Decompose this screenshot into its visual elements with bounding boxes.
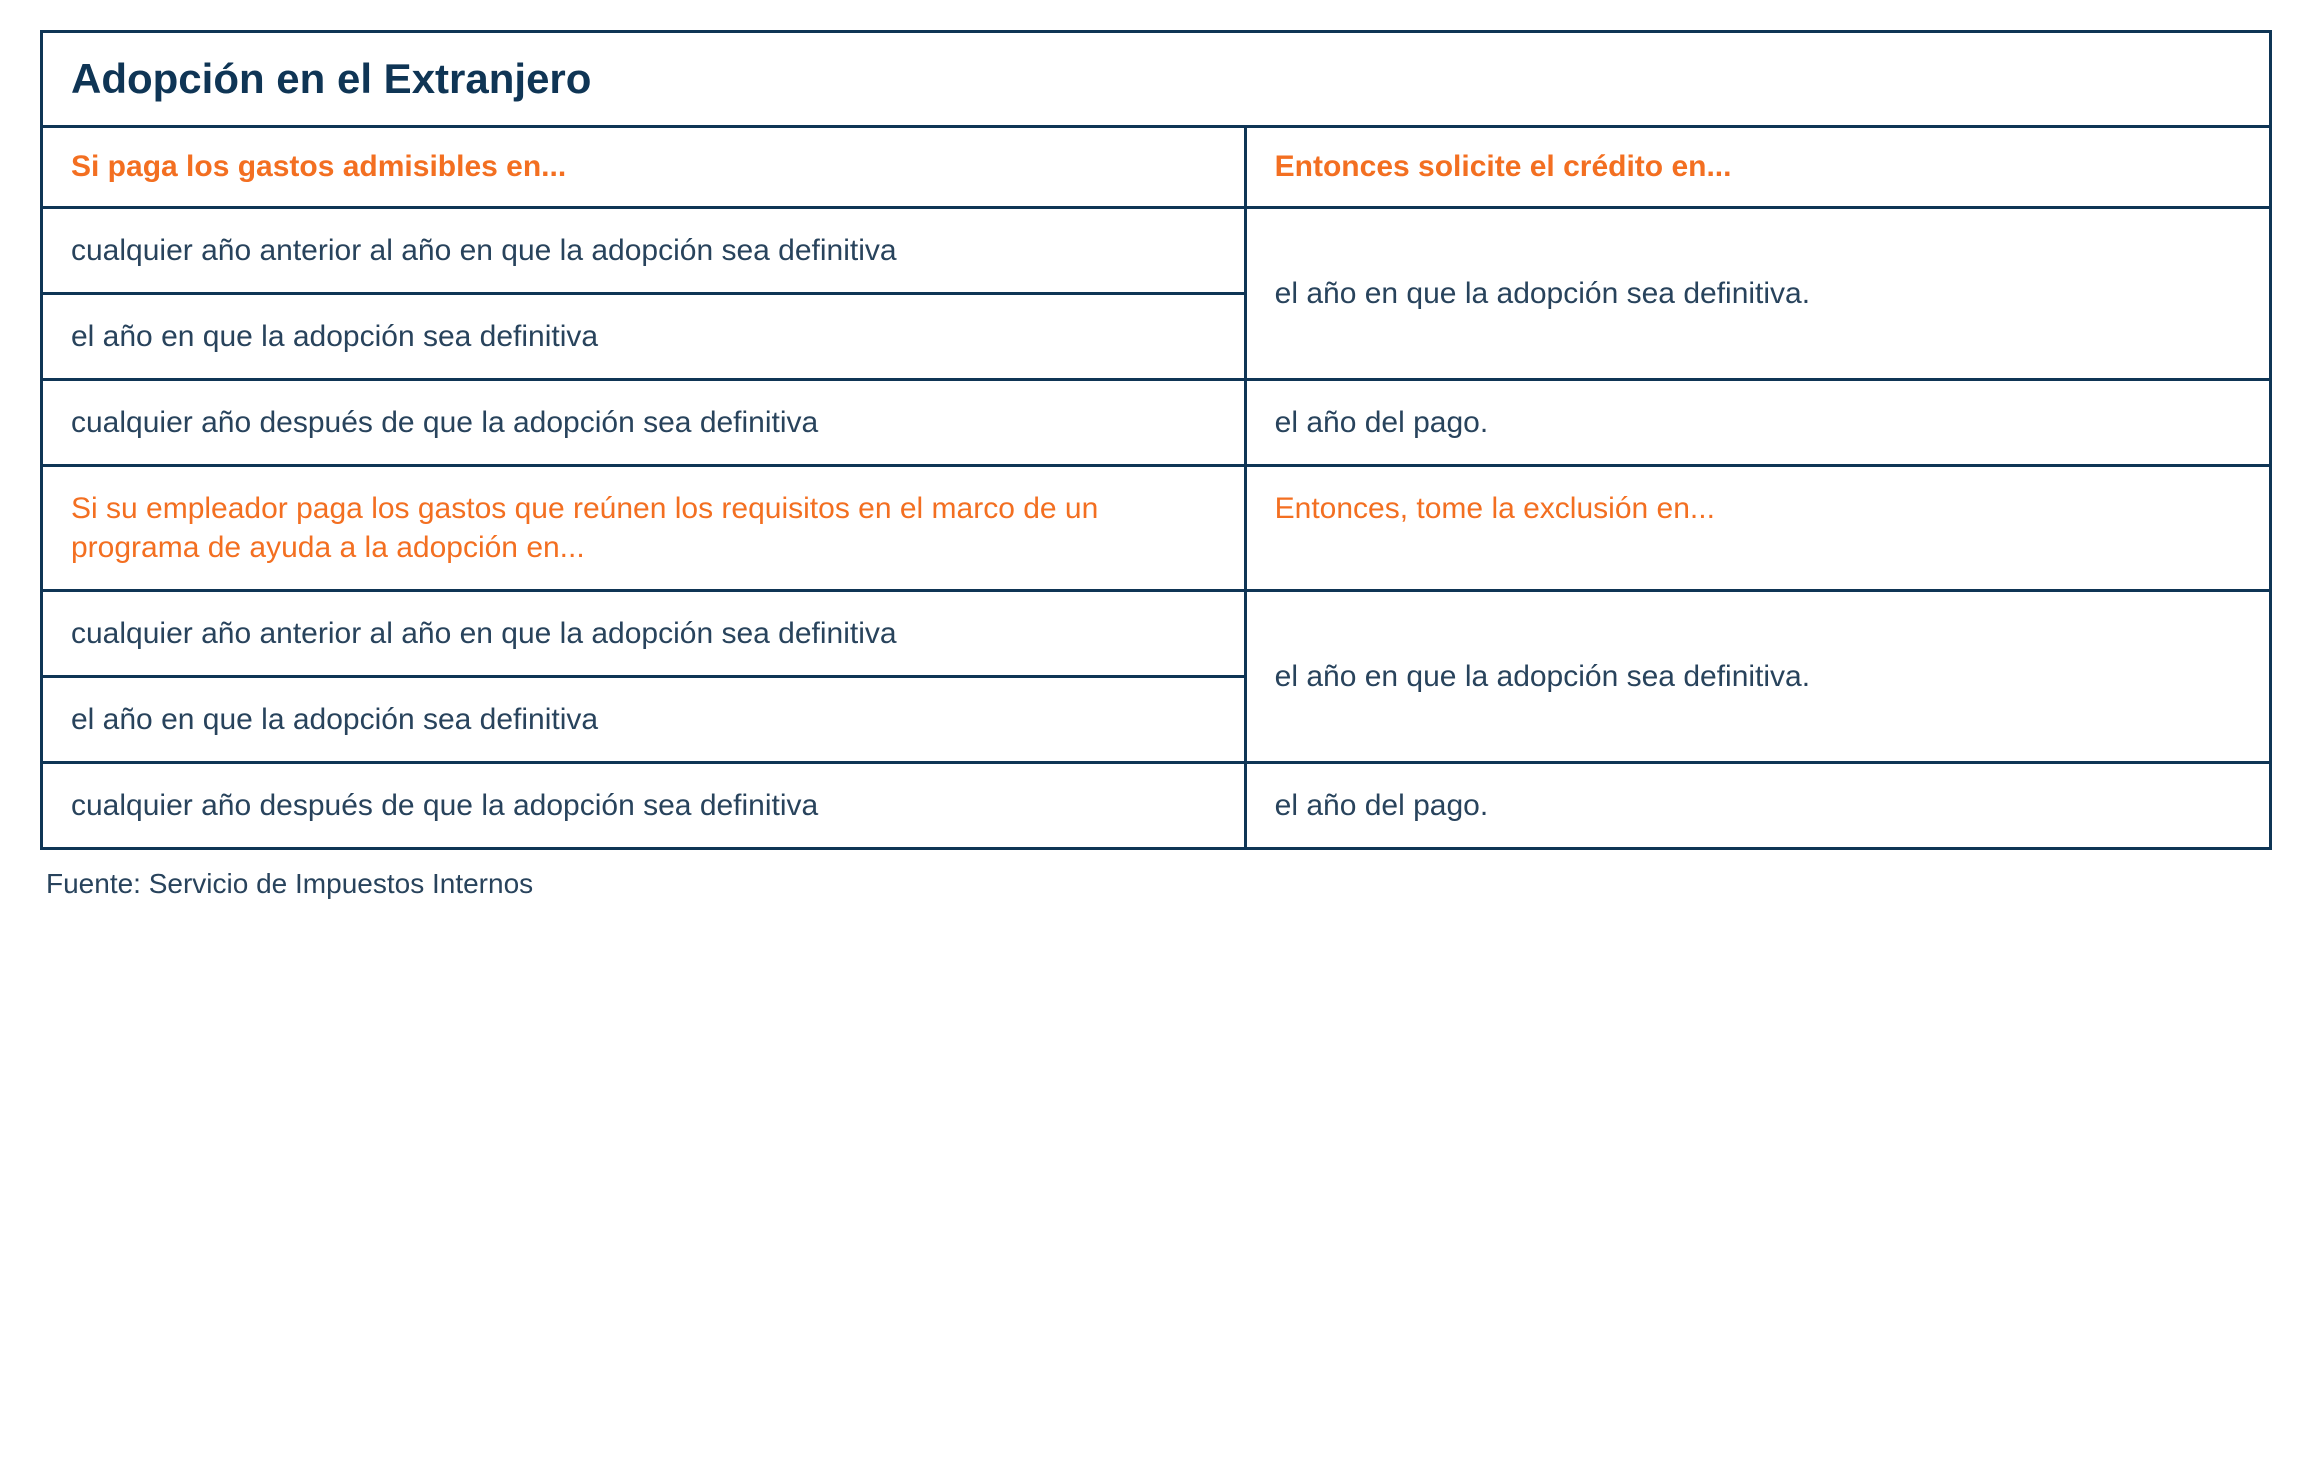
title-row: Adopción en el Extranjero [42, 32, 2271, 127]
section1-header-right: Entonces solicite el crédito en... [1245, 127, 2270, 208]
section1-row2-left: el año en que la adopción sea definitiva [42, 294, 1246, 380]
section2-merged-right: el año en que la adopción sea definitiva… [1245, 591, 2270, 763]
section2-row1-left: cualquier año anterior al año en que la … [42, 591, 1246, 677]
section2-header-left: Si su empleador paga los gastos que reún… [42, 466, 1246, 591]
section1-row3-right: el año del pago. [1245, 380, 2270, 466]
section2-row3: cualquier año después de que la adopción… [42, 763, 2271, 849]
section1-row3: cualquier año después de que la adopción… [42, 380, 2271, 466]
section2-row3-right: el año del pago. [1245, 763, 2270, 849]
adoption-table: Adopción en el Extranjero Si paga los ga… [40, 30, 2272, 850]
section1-row3-left: cualquier año después de que la adopción… [42, 380, 1246, 466]
section1-header-left: Si paga los gastos admisibles en... [42, 127, 1246, 208]
section1-header-row: Si paga los gastos admisibles en... Ento… [42, 127, 2271, 208]
section2-row1: cualquier año anterior al año en que la … [42, 591, 2271, 677]
source-note: Fuente: Servicio de Impuestos Internos [40, 850, 2272, 900]
section2-header-right: Entonces, tome la exclusión en... [1245, 466, 2270, 591]
table-container: Adopción en el Extranjero Si paga los ga… [0, 0, 2312, 930]
table-title: Adopción en el Extranjero [42, 32, 2271, 127]
section2-row3-left: cualquier año después de que la adopción… [42, 763, 1246, 849]
section1-merged-right: el año en que la adopción sea definitiva… [1245, 208, 2270, 380]
section1-row1: cualquier año anterior al año en que la … [42, 208, 2271, 294]
section1-row1-left: cualquier año anterior al año en que la … [42, 208, 1246, 294]
section2-header-row: Si su empleador paga los gastos que reún… [42, 466, 2271, 591]
section2-row2-left: el año en que la adopción sea definitiva [42, 677, 1246, 763]
